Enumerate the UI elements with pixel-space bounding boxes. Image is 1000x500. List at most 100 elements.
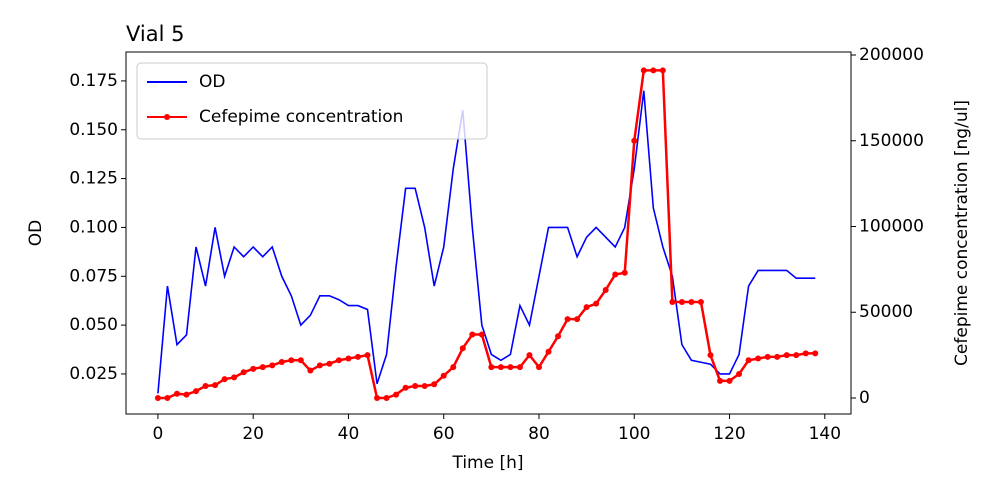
y-tick-label: 0.025: [69, 364, 118, 384]
data-point: [450, 364, 457, 371]
data-point: [545, 348, 552, 355]
data-point: [364, 352, 371, 359]
data-point: [535, 364, 542, 371]
data-point: [697, 298, 704, 305]
legend-box: [136, 62, 488, 140]
data-point: [793, 352, 800, 359]
data-point: [354, 353, 361, 360]
y-tick-label: 0.050: [69, 315, 118, 335]
data-point: [393, 391, 400, 398]
data-point: [640, 67, 647, 74]
y2-tick-label: 50000: [859, 302, 913, 322]
y-tick-label: 0.125: [69, 169, 118, 189]
data-point: [564, 316, 571, 323]
data-point: [202, 382, 209, 389]
data-point: [631, 137, 638, 144]
data-point: [593, 300, 600, 307]
data-point: [621, 269, 628, 276]
y2-tick-label: 150000: [859, 131, 924, 151]
data-point: [497, 364, 504, 371]
x-tick-label: 40: [338, 424, 360, 444]
data-point: [431, 381, 438, 388]
y2-tick-label: 100000: [859, 217, 924, 237]
x-axis-label: Time [h]: [451, 453, 523, 473]
y-tick-label: 0.175: [69, 71, 118, 91]
data-point: [507, 364, 514, 371]
data-point: [212, 382, 219, 389]
data-point: [221, 376, 228, 383]
data-point: [183, 391, 190, 398]
data-point: [774, 353, 781, 360]
x-tick-label: 140: [809, 424, 841, 444]
data-point: [297, 357, 304, 364]
data-point: [745, 357, 752, 364]
data-point: [555, 333, 562, 340]
chart-title: Vial 5: [126, 22, 184, 46]
data-point: [678, 298, 685, 305]
data-point: [307, 367, 314, 374]
data-point: [164, 394, 171, 401]
data-point: [288, 357, 295, 364]
data-point: [326, 360, 333, 367]
y-tick-label: 0.075: [69, 266, 118, 286]
data-point: [736, 370, 743, 377]
data-point: [154, 394, 161, 401]
data-point: [269, 362, 276, 369]
data-point: [755, 355, 762, 362]
legend-label: Cefepime concentration: [199, 107, 403, 127]
data-point: [440, 372, 447, 379]
data-point: [278, 358, 285, 365]
data-point: [574, 316, 581, 323]
data-point: [726, 377, 733, 384]
data-point: [717, 377, 724, 384]
x-tick-label: 120: [713, 424, 745, 444]
y-axis-label: OD: [26, 220, 46, 246]
y2-axis-label: Cefepime concentration [ng/ul]: [952, 100, 972, 366]
legend-label: OD: [199, 72, 225, 92]
data-point: [602, 286, 609, 293]
data-point: [478, 331, 485, 338]
data-point: [707, 352, 714, 359]
x-tick-label: 0: [153, 424, 164, 444]
legend-marker: [164, 114, 170, 120]
data-point: [374, 394, 381, 401]
data-point: [764, 353, 771, 360]
data-point: [250, 365, 257, 372]
data-point: [459, 345, 466, 352]
data-point: [669, 298, 676, 305]
data-point: [688, 298, 695, 305]
x-tick-label: 20: [242, 424, 264, 444]
data-point: [526, 352, 533, 359]
data-point: [259, 364, 266, 371]
data-point: [516, 364, 523, 371]
x-tick-label: 80: [528, 424, 550, 444]
data-point: [383, 394, 390, 401]
data-point: [240, 369, 247, 376]
data-point: [421, 382, 428, 389]
series-line: [157, 90, 816, 394]
y-tick-label: 0.100: [69, 217, 118, 237]
data-point: [316, 362, 323, 369]
series-line: [157, 69, 816, 400]
data-point: [612, 271, 619, 278]
data-point: [583, 304, 590, 311]
data-point: [345, 355, 352, 362]
data-point: [812, 350, 819, 357]
data-point: [488, 364, 495, 371]
data-point: [412, 382, 419, 389]
y2-tick-label: 200000: [859, 45, 924, 65]
data-point: [231, 374, 238, 381]
y-tick-label: 0.150: [69, 120, 118, 140]
data-point: [335, 357, 342, 364]
data-point: [173, 390, 180, 397]
data-point: [659, 67, 666, 74]
x-tick-label: 60: [433, 424, 455, 444]
y2-tick-label: 0: [859, 388, 870, 408]
data-point: [193, 388, 200, 395]
data-point: [802, 350, 809, 357]
x-tick-label: 100: [618, 424, 650, 444]
plot-frame: [125, 51, 852, 415]
data-point: [783, 352, 790, 359]
data-point: [469, 331, 476, 338]
